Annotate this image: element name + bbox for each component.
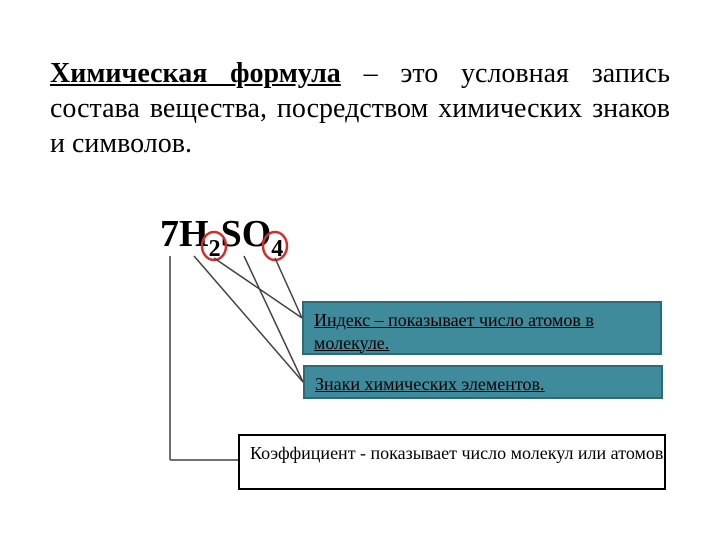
callout-coefficient: Коэффициент - показывает число молекул и…	[238, 434, 666, 490]
callout-elements: Знаки химических элементов.	[303, 365, 663, 399]
formula-element-1: H	[179, 213, 209, 255]
definition-paragraph: Химическая формула – это условная запись…	[50, 56, 670, 161]
formula-subscript-2: 4	[271, 236, 283, 262]
callout-index: Индекс – показывает число атомов в молек…	[302, 301, 662, 355]
formula-coefficient: 7	[160, 213, 179, 255]
chemical-formula: 7H2SO4	[160, 212, 283, 259]
definition-term: Химическая формула	[50, 58, 341, 89]
formula-element-2: SO	[221, 213, 272, 255]
formula-subscript-1: 2	[209, 236, 221, 262]
